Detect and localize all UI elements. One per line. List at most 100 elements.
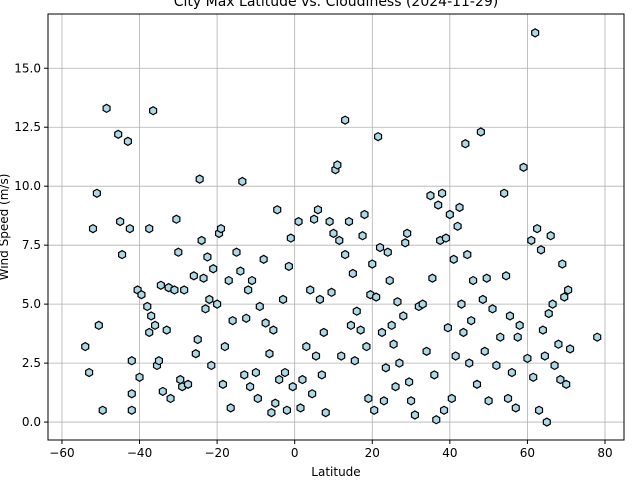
point [558,259,567,269]
point [269,325,278,335]
point [137,290,146,300]
point [540,351,549,361]
point [94,320,103,331]
point [422,346,431,357]
point [288,381,297,392]
point [267,407,276,418]
point [430,370,439,380]
point [344,216,354,227]
point [511,403,520,413]
point [327,287,336,298]
point [232,247,241,257]
point [166,393,175,404]
point [445,209,454,220]
point [242,313,251,323]
point [150,320,160,331]
point [154,356,163,366]
y-tick-label: 2.5 [22,356,41,370]
point [443,323,452,333]
point [562,379,571,390]
x-axis-label: Latitude [311,465,360,479]
point [207,360,216,371]
point [341,115,350,125]
point [515,320,524,331]
point [145,223,154,234]
point [329,228,338,239]
point [118,249,127,260]
point [143,301,152,312]
point [213,299,222,309]
point [102,103,111,114]
point [321,407,330,418]
x-tick-label: −20 [204,446,229,460]
point [451,351,460,361]
point [317,370,326,380]
point [403,228,412,239]
point [278,294,288,305]
point [362,341,371,352]
point [457,299,466,309]
point [313,205,323,215]
point [383,247,392,257]
point [480,346,489,357]
point [244,285,253,295]
point [488,304,497,314]
point [463,249,472,260]
point [226,403,235,413]
point [542,417,551,427]
point [401,238,410,248]
point [246,381,255,392]
x-tick-label: 0 [291,446,299,460]
point [209,264,218,274]
point [467,315,476,326]
point [145,327,154,338]
point [197,235,206,246]
point [125,223,134,234]
point [255,301,264,312]
point [438,188,447,198]
point [461,139,470,149]
point [191,348,200,359]
point [379,396,388,406]
point [224,275,233,286]
point [149,106,158,116]
point [220,341,229,352]
chart-title: City Max Latitude vs. Cloudiness (2024-1… [174,0,499,10]
point [406,396,416,406]
x-tick-label: −60 [49,446,74,460]
point [273,205,282,215]
x-tick-label: 40 [442,446,457,460]
point [593,332,602,342]
point [478,294,487,305]
point [389,339,398,349]
point [114,129,123,139]
point [98,405,107,415]
point [135,372,144,382]
point [395,358,404,368]
point [251,367,260,378]
point [469,275,478,286]
point [247,275,257,286]
point [236,266,245,276]
point [566,344,575,354]
point [193,334,202,345]
point [348,268,357,279]
point [315,294,324,305]
point [183,379,193,390]
point [162,325,171,335]
point [449,254,458,265]
point [453,221,462,231]
point [335,235,344,246]
point [218,379,227,390]
point [529,372,538,382]
point [164,282,173,293]
point [465,358,474,368]
point [434,200,443,210]
point [418,299,427,309]
point [306,285,315,295]
x-tick-label: 60 [520,446,535,460]
point [123,136,132,147]
point [238,176,247,187]
point [85,367,94,378]
